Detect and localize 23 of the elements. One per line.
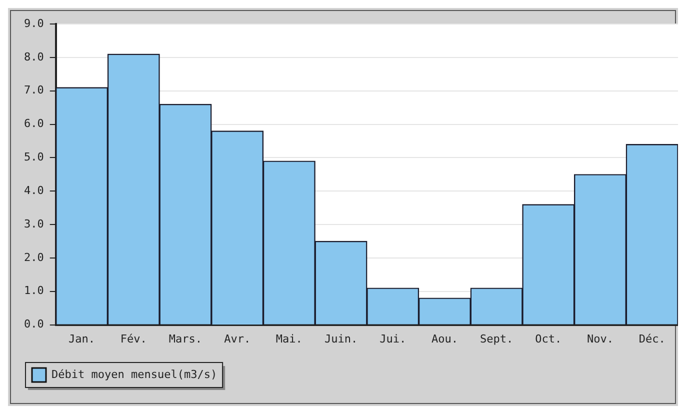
x-tick-label: Mars.: [168, 332, 202, 346]
y-tick-label: 8.0: [24, 50, 44, 64]
y-tick-label: 1.0: [24, 284, 44, 298]
y-tick-label: 6.0: [24, 117, 44, 130]
y-tick-label: 5.0: [24, 150, 44, 164]
x-tick-label: Sept.: [480, 332, 514, 346]
x-tick-label: Aou.: [431, 332, 458, 346]
x-tick-label: Jan.: [68, 332, 96, 346]
y-tick-label: 2.0: [24, 250, 44, 264]
x-tick-label: Juin.: [324, 332, 358, 346]
x-tick-label: Oct.: [535, 332, 562, 346]
x-tick-label: Avr.: [224, 332, 251, 346]
y-tick-label: 0.0: [24, 318, 44, 331]
y-tick-label: 7.0: [24, 84, 44, 97]
y-tick-label: 4.0: [24, 184, 44, 197]
x-tick-label: Fév.: [120, 332, 147, 346]
y-tick-label: 3.0: [24, 217, 44, 230]
x-tick-label: Déc.: [638, 332, 666, 346]
x-tick-label: Nov.: [586, 332, 614, 346]
legend-label: Débit moyen mensuel(m3/s): [52, 368, 218, 381]
x-tick-label: Jui.: [380, 332, 406, 346]
y-tick-label: 9.0: [24, 16, 44, 30]
x-tick-label: Mai.: [276, 332, 302, 346]
